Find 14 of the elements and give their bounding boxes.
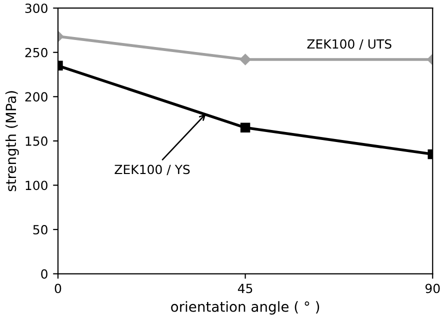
y-tick-label: 150 [26,136,48,146]
y-axis-title: strength (MPa) [5,91,19,192]
y-tick-label: 300 [25,4,48,14]
y-tick-label: 50 [33,224,48,234]
y-tick-label: 0 [41,269,48,279]
y-tick-label: 250 [25,48,48,58]
x-tick-label: 0 [54,284,62,294]
y-tick-label: 200 [25,92,48,102]
x-axis-title: orientation angle ( ° ) [171,301,320,315]
x-tick-label: 45 [238,284,252,294]
y-tick-label: 100 [26,180,48,190]
annotation: ZEK100 / YS [114,164,190,176]
x-tick-label: 90 [425,284,440,294]
annotation: ZEK100 / UTS [307,39,392,50]
